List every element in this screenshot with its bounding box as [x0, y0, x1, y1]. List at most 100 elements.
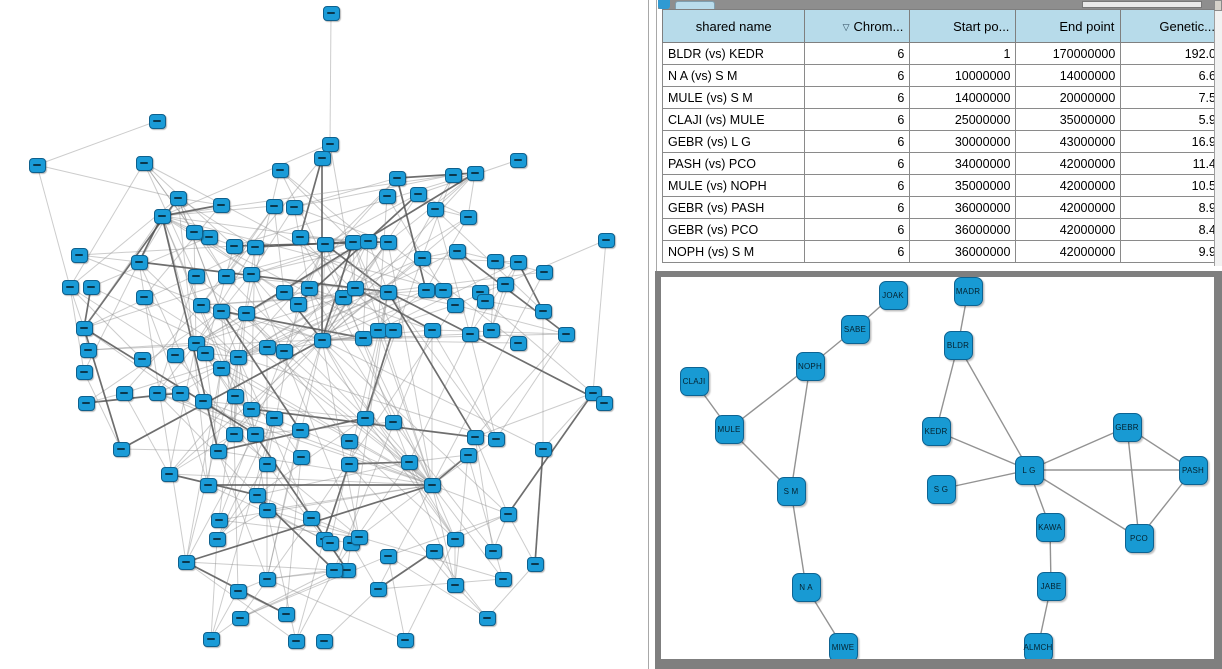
- dense-node-114[interactable]: [321, 535, 339, 551]
- dense-node-53[interactable]: [379, 284, 397, 300]
- cell-9-1[interactable]: 6: [804, 240, 911, 263]
- dense-node-1[interactable]: [321, 136, 339, 152]
- dense-node-85[interactable]: [194, 393, 212, 409]
- vertical-scrollbar-track[interactable]: [1214, 0, 1222, 266]
- dense-node-92[interactable]: [356, 410, 374, 426]
- cell-7-2[interactable]: 36000000: [909, 196, 1017, 219]
- dense-node-94[interactable]: [340, 433, 358, 449]
- cell-9-0[interactable]: NOPH (vs) S M: [661, 240, 806, 263]
- dense-node-100[interactable]: [459, 447, 477, 463]
- node-N-A[interactable]: N A: [791, 572, 821, 602]
- dense-node-120[interactable]: [446, 577, 464, 593]
- dense-node-21[interactable]: [246, 239, 264, 255]
- cell-5-2[interactable]: 34000000: [909, 152, 1017, 175]
- dense-node-45[interactable]: [192, 297, 210, 313]
- dense-node-61[interactable]: [79, 342, 97, 358]
- cell-1-1[interactable]: 6: [804, 64, 911, 87]
- dense-node-126[interactable]: [277, 606, 295, 622]
- cell-5-1[interactable]: 6: [804, 152, 911, 175]
- column-header-1[interactable]: ▽ Chrom...: [804, 9, 911, 43]
- node-GEBR[interactable]: GEBR: [1112, 412, 1142, 442]
- cell-4-3[interactable]: 43000000: [1015, 130, 1122, 153]
- dense-node-107[interactable]: [160, 466, 178, 482]
- node-SABE[interactable]: SABE: [840, 314, 870, 344]
- dense-node-31[interactable]: [448, 243, 466, 259]
- dense-node-25[interactable]: [291, 229, 309, 245]
- node-L-G[interactable]: L G: [1014, 455, 1044, 485]
- node-BLDR[interactable]: BLDR: [943, 330, 973, 360]
- cell-9-2[interactable]: 36000000: [909, 240, 1017, 263]
- cell-6-0[interactable]: MULE (vs) NOPH: [661, 174, 806, 197]
- node-MADR[interactable]: MADR: [953, 277, 983, 306]
- dense-node-95[interactable]: [291, 422, 309, 438]
- cell-6-2[interactable]: 35000000: [909, 174, 1017, 197]
- dense-node-12[interactable]: [597, 232, 615, 248]
- cell-7-3[interactable]: 42000000: [1015, 196, 1122, 219]
- dense-node-88[interactable]: [265, 410, 283, 426]
- dense-node-41[interactable]: [135, 289, 153, 305]
- cell-4-2[interactable]: 30000000: [909, 130, 1017, 153]
- column-header-4[interactable]: Genetic...: [1120, 9, 1222, 43]
- dense-node-38[interactable]: [130, 254, 148, 270]
- dense-node-117[interactable]: [379, 548, 397, 564]
- dense-node-28[interactable]: [359, 233, 377, 249]
- table-row[interactable]: GEBR (vs) PASH 6 36000000 42000000 8.9: [661, 196, 1222, 219]
- dense-node-16[interactable]: [265, 198, 283, 214]
- dense-node-86[interactable]: [226, 388, 244, 404]
- cell-4-1[interactable]: 6: [804, 130, 911, 153]
- cell-0-1[interactable]: 6: [804, 42, 911, 65]
- table-row[interactable]: PASH (vs) PCO 6 34000000 42000000 11.4: [661, 152, 1222, 175]
- column-header-2[interactable]: Start po...: [909, 9, 1017, 43]
- cell-3-0[interactable]: CLAJI (vs) MULE: [661, 108, 806, 131]
- dense-node-48[interactable]: [275, 284, 293, 300]
- dense-node-125[interactable]: [325, 562, 343, 578]
- cell-0-4[interactable]: 192.0: [1120, 42, 1222, 65]
- dense-node-39[interactable]: [61, 279, 79, 295]
- dense-node-119[interactable]: [446, 531, 464, 547]
- cell-2-4[interactable]: 7.5: [1120, 86, 1222, 109]
- dense-node-112[interactable]: [302, 510, 320, 526]
- dense-node-29[interactable]: [379, 234, 397, 250]
- dense-node-74[interactable]: [354, 330, 372, 346]
- node-JOAK[interactable]: JOAK: [878, 280, 908, 310]
- column-header-3[interactable]: End point: [1015, 9, 1122, 43]
- dense-node-106[interactable]: [526, 556, 544, 572]
- dense-node-37[interactable]: [70, 247, 88, 263]
- dense-node-89[interactable]: [246, 426, 264, 442]
- dense-node-59[interactable]: [557, 326, 575, 342]
- cell-4-0[interactable]: GEBR (vs) L G: [661, 130, 806, 153]
- cell-4-4[interactable]: 16.9: [1120, 130, 1222, 153]
- node-PCO[interactable]: PCO: [1124, 523, 1154, 553]
- dense-node-84[interactable]: [171, 385, 189, 401]
- dense-node-35[interactable]: [496, 276, 514, 292]
- cell-3-1[interactable]: 6: [804, 108, 911, 131]
- cell-6-3[interactable]: 42000000: [1015, 174, 1122, 197]
- dense-node-135[interactable]: [112, 441, 130, 457]
- cell-7-0[interactable]: GEBR (vs) PASH: [661, 196, 806, 219]
- cell-7-4[interactable]: 8.9: [1120, 196, 1222, 219]
- dense-node-122[interactable]: [478, 610, 496, 626]
- node-NOPH[interactable]: NOPH: [795, 351, 825, 381]
- dense-node-20[interactable]: [459, 209, 477, 225]
- dense-node-73[interactable]: [313, 332, 331, 348]
- dense-node-2[interactable]: [148, 113, 166, 129]
- dense-node-109[interactable]: [258, 456, 276, 472]
- dense-node-137[interactable]: [287, 633, 305, 649]
- dense-node-131[interactable]: [210, 512, 228, 528]
- table-row[interactable]: N A (vs) S M 6 10000000 14000000 6.6: [661, 64, 1222, 87]
- table-row[interactable]: MULE (vs) NOPH 6 35000000 42000000 10.5: [661, 174, 1222, 197]
- cell-9-4[interactable]: 9.9: [1120, 240, 1222, 263]
- table-row[interactable]: GEBR (vs) L G 6 30000000 43000000 16.9: [661, 130, 1222, 153]
- table-row[interactable]: BLDR (vs) KEDR 6 1 170000000 192.0: [661, 42, 1222, 65]
- dense-node-116[interactable]: [350, 529, 368, 545]
- dense-node-52[interactable]: [346, 280, 364, 296]
- dense-node-62[interactable]: [75, 364, 93, 380]
- node-MULE[interactable]: MULE: [714, 414, 744, 444]
- dense-node-72[interactable]: [275, 343, 293, 359]
- dense-node-78[interactable]: [461, 326, 479, 342]
- dense-node-8[interactable]: [409, 186, 427, 202]
- dense-node-97[interactable]: [340, 456, 358, 472]
- dense-node-133[interactable]: [177, 554, 195, 570]
- dense-node-96[interactable]: [292, 449, 310, 465]
- cell-0-2[interactable]: 1: [909, 42, 1017, 65]
